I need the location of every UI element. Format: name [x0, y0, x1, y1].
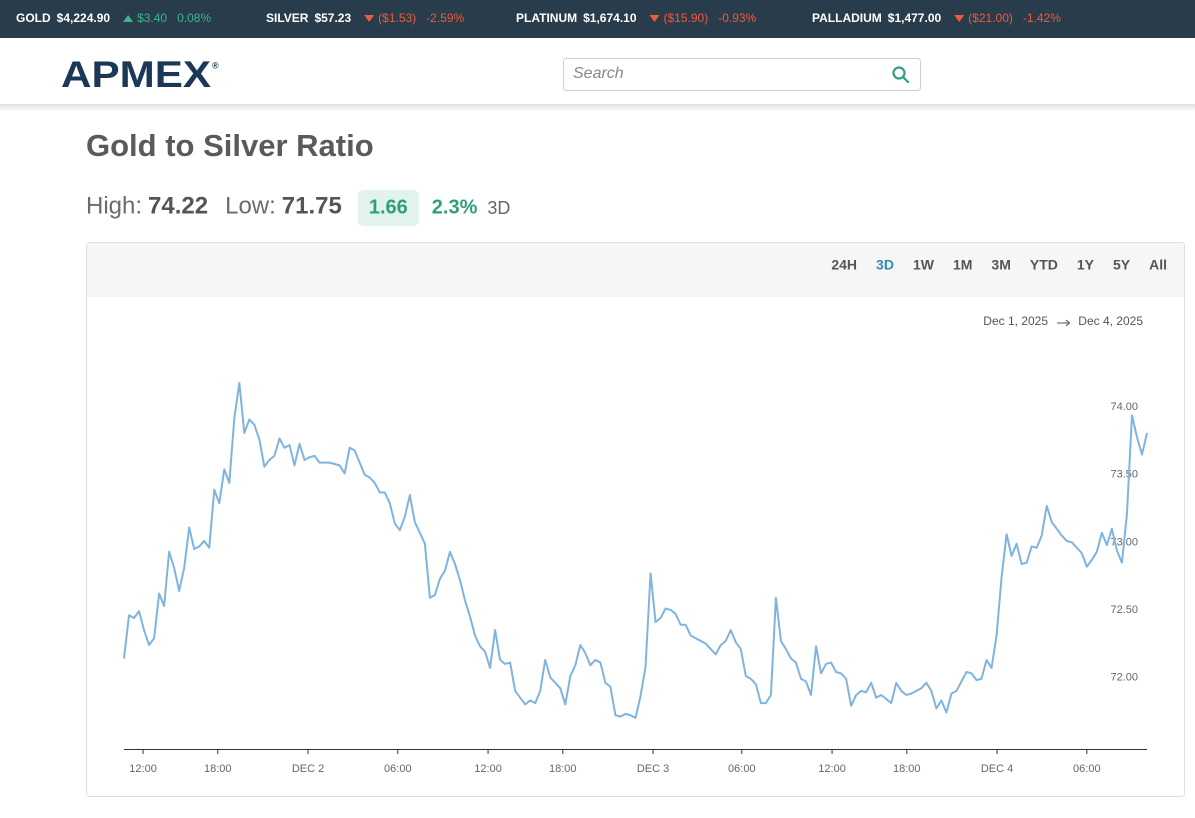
ticker-item[interactable]: PALLADIUM $1,477.00 ($21.00) -1.42%: [812, 11, 1061, 25]
x-tick-label: 12:00: [818, 763, 846, 775]
price-change: $3.40: [137, 11, 167, 25]
price-change: ($21.00): [968, 11, 1013, 25]
metal-price: $1,674.10: [583, 11, 637, 25]
range-buttons: All 5Y 1Y YTD 3M 1M 1W 3D 24H: [831, 257, 1167, 273]
metal-price: $57.23: [314, 11, 351, 25]
ticker: GOLD $4,224.90 $3.40 0.08% SILVER $57.23 ($1.5…: [16, 11, 1061, 25]
range-button[interactable]: 5Y: [1113, 257, 1131, 273]
x-tick-label: DEC 2: [292, 763, 324, 775]
direction-arrow: [649, 15, 660, 22]
price-change: ($15.90): [664, 11, 709, 25]
range-bar: [87, 243, 1184, 297]
low-value: 71.75: [282, 192, 342, 219]
y-tick-label: 72.50: [1110, 604, 1138, 616]
direction-arrow: [364, 15, 375, 22]
high-value: 74.22: [148, 192, 208, 219]
logo-text[interactable]: APMEX: [61, 54, 211, 95]
date-range: Dec 4, 2025 Dec 1, 2025: [983, 314, 1143, 328]
x-tick-label: 18:00: [204, 763, 232, 775]
price-change: ($1.53): [378, 11, 416, 25]
ticker-bar: [0, 0, 1195, 38]
y-tick-label: 72.00: [1110, 671, 1138, 683]
search[interactable]: Search: [563, 58, 921, 91]
range-button[interactable]: 24H: [831, 257, 857, 273]
chart-card: [86, 242, 1185, 797]
metal-name: PALLADIUM: [812, 11, 882, 25]
y-tick-label: 73.50: [1110, 469, 1138, 481]
range-button[interactable]: 1M: [953, 257, 972, 273]
logo-mark: ®: [212, 60, 219, 70]
date-to: Dec 4, 2025: [1078, 314, 1143, 328]
ticker-item[interactable]: PLATINUM $1,674.10 ($15.90) -0.93%: [516, 11, 757, 25]
metal-price: $1,477.00: [888, 11, 942, 25]
change-badge: [357, 190, 419, 226]
date-arrow-head: [1065, 319, 1071, 327]
metal-name: GOLD: [16, 11, 51, 25]
search-placeholder: Search: [573, 65, 624, 82]
low-label: Low:: [225, 192, 276, 219]
range-button[interactable]: All: [1149, 257, 1167, 273]
x-tick-label: 06:00: [384, 763, 412, 775]
metal-name: PLATINUM: [516, 11, 577, 25]
percent-change: -2.59%: [426, 11, 464, 25]
percent-change: -1.42%: [1023, 11, 1061, 25]
metal-price: $4,224.90: [57, 11, 111, 25]
direction-arrow: [123, 15, 134, 22]
direction-arrow: [954, 15, 965, 22]
period: 3D: [487, 198, 510, 218]
x-tick-label: DEC 4: [981, 763, 1013, 775]
ratio-line: [123, 381, 1148, 719]
search-icon[interactable]: [892, 66, 910, 84]
percent-change: 0.08%: [177, 11, 211, 25]
header-shadow: [0, 104, 1195, 112]
x-tick-label: 18:00: [549, 763, 577, 775]
range-button[interactable]: 3D: [876, 257, 894, 273]
x-tick-label: 06:00: [1073, 763, 1101, 775]
range-button[interactable]: YTD: [1030, 257, 1058, 273]
y-tick-label: 74.00: [1110, 401, 1138, 413]
date-from: Dec 1, 2025: [983, 314, 1048, 328]
change-percent: 2.3%: [432, 196, 478, 218]
range-button[interactable]: 1W: [913, 257, 935, 273]
search-box[interactable]: [563, 58, 921, 91]
ticker-item[interactable]: SILVER $57.23 ($1.53) -2.59%: [266, 11, 465, 25]
logo[interactable]: APMEX ®: [61, 54, 219, 95]
x-tick-label: 12:00: [474, 763, 502, 775]
range-button[interactable]: 3M: [991, 257, 1010, 273]
range-button[interactable]: 1Y: [1077, 257, 1095, 273]
page-title: Gold to Silver Ratio: [86, 128, 374, 163]
x-tick-label: 12:00: [129, 763, 157, 775]
x-tick-label: 18:00: [893, 763, 921, 775]
x-tick-label: DEC 3: [637, 763, 669, 775]
high-label: High:: [86, 192, 142, 219]
change-value: 1.66: [369, 196, 408, 218]
ticker-item[interactable]: GOLD $4,224.90 $3.40 0.08%: [16, 11, 211, 25]
percent-change: -0.93%: [718, 11, 756, 25]
metal-name: SILVER: [266, 11, 309, 25]
x-tick-label: 06:00: [728, 763, 756, 775]
stats: High: 74.22 Low: 71.75 1.66 2.3% 3D: [86, 190, 510, 226]
